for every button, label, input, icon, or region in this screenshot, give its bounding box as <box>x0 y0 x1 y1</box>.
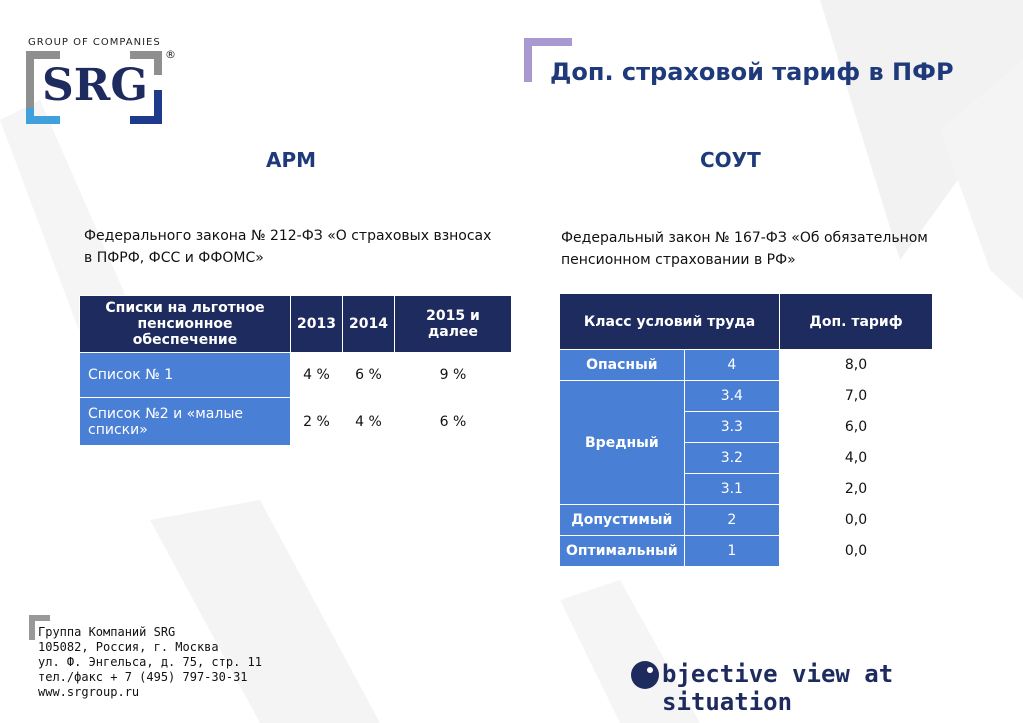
table-row: 3.3 6,0 <box>560 411 933 443</box>
section-heading: СОУТ <box>700 148 761 172</box>
table-row: Опасный 4 8,0 <box>559 349 933 381</box>
class-cell: 3.2 <box>683 442 781 474</box>
group-cell: Допустимый <box>559 504 685 536</box>
tariff-cell: 2,0 <box>779 473 933 505</box>
arm-table: Списки на льготное пенсионное обеспечени… <box>79 295 513 446</box>
header-row: Списки на льготное пенсионное обеспечени… <box>79 295 513 353</box>
table-cell: 6 % <box>341 352 395 398</box>
header-cell: Класс условий труда <box>559 293 780 350</box>
tariff-cell: 4,0 <box>779 442 933 474</box>
section-heading: АРМ <box>266 148 317 172</box>
table-cell: 9 % <box>393 352 513 398</box>
slogan: bjective view at situation <box>662 660 894 716</box>
logo-registered: ® <box>165 48 176 61</box>
logo-group: GROUP OF COMPANIES <box>28 37 161 48</box>
tariff-cell: 0,0 <box>779 504 933 536</box>
class-cell: 3.1 <box>683 473 781 505</box>
header-cell: 2014 <box>341 295 395 353</box>
footer-address: Группа Компаний SRG 105082, Россия, г. Мо… <box>38 625 262 700</box>
table-cell: 4 % <box>341 397 395 446</box>
table-cell: 4 % <box>290 352 343 398</box>
table-cell: Список №2 и «малые списки» <box>79 397 291 446</box>
header-row: Класс условий труда Доп. тариф <box>559 293 933 350</box>
table-cell: 6 % <box>393 397 513 446</box>
class-cell: 2 <box>683 504 781 536</box>
class-cell: 4 <box>683 349 781 381</box>
header-cell: Списки на льготное пенсионное обеспечени… <box>79 295 291 353</box>
group-cell: Опасный <box>559 349 685 381</box>
slide-title: Доп. страховой тариф в ПФР <box>550 58 954 86</box>
law-text: Федерального закона № 212-ФЗ «О страховы… <box>84 228 492 266</box>
table-cell: 2 % <box>290 397 343 446</box>
tariff-cell: 0,0 <box>779 535 933 567</box>
table-row: 3.1 2,0 <box>560 473 933 505</box>
class-cell: 3.4 <box>683 380 781 412</box>
table-row: Список №2 и «малые списки» 2 % 4 % 6 % <box>79 397 513 446</box>
table-row: Оптимальный 1 0,0 <box>559 535 933 567</box>
address-line: ул. Ф. Энгельса, д. 75, стр. 11 <box>38 655 262 669</box>
table-cell: Список № 1 <box>79 352 291 398</box>
tariff-cell: 6,0 <box>779 411 933 443</box>
group-cell: Вредный <box>559 380 685 505</box>
address-line: тел./факс + 7 (495) 797-30-31 <box>38 670 248 684</box>
law-text: Федеральный закон № 167-ФЗ «Об обязатель… <box>561 230 928 268</box>
table-row: Вредный 3.4 7,0 <box>559 380 933 505</box>
header-cell: 2015 и далее <box>393 295 513 353</box>
sout-table: Класс условий труда Доп. тариф Опасный 4 8,0… <box>559 293 933 567</box>
table-row: 3.2 4,0 <box>560 442 933 474</box>
logo-name: SRG <box>42 60 148 111</box>
address-line: 105082, Россия, г. Москва <box>38 640 219 654</box>
group-cell: Оптимальный <box>559 535 685 567</box>
tariff-cell: 8,0 <box>779 349 933 381</box>
class-cell: 1 <box>683 535 781 567</box>
address-line: Группа Компаний SRG <box>38 625 176 639</box>
tariff-cell: 7,0 <box>779 380 933 412</box>
class-cell: 3.3 <box>683 411 781 443</box>
table-row: Допустимый 2 0,0 <box>559 504 933 536</box>
header-cell: Доп. тариф <box>779 293 933 350</box>
address-line: www.srgroup.ru <box>38 685 140 699</box>
header-cell: 2013 <box>290 295 343 353</box>
